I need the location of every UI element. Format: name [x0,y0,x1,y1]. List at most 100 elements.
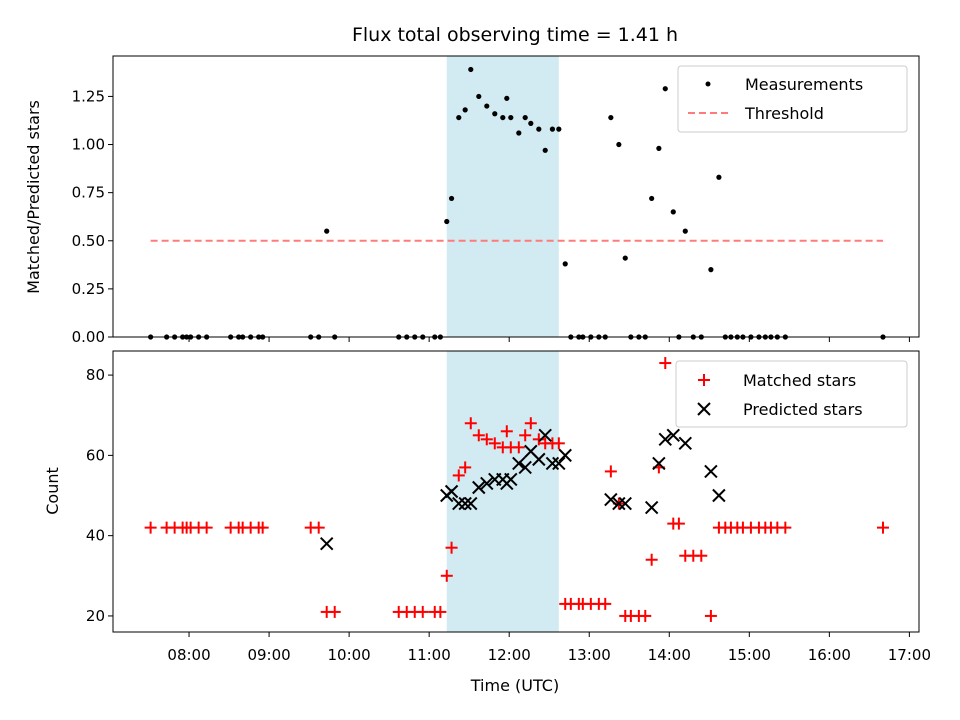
count-x-ticks: 08:00 09:00 10:00 11:00 12:00 13:00 14:00 15:00… [167,632,931,664]
ratio-axes-frame [112,55,920,338]
measurement-point [448,195,455,202]
y-tick-label: 40 [86,527,105,545]
measurement-point [549,126,556,132]
matched-star-point [552,437,565,450]
y-tick-label: 60 [86,446,105,464]
measurement-point [670,209,676,215]
count-legend: Matched stars Predicted stars [675,360,908,428]
measurement-point [516,130,522,136]
ratio-legend: Measurements Threshold [677,65,908,133]
x-axis-label: Time (UTC) [470,676,559,695]
matched-star-point [704,609,717,622]
x-tick-label: 17:00 [888,646,931,664]
matched-star-point [434,605,447,618]
predicted-star-point [480,476,494,491]
measurement-point [716,174,722,180]
x-tick-label: 09:00 [247,646,290,664]
x-tick-label: 14:00 [648,646,691,664]
measurement-point [649,195,655,202]
ratio-panel: 0.00 0.25 0.50 0.75 1.00 1.25 Matched/Predict… [24,55,920,346]
legend-matched-label: Matched stars [743,371,856,390]
matched-star-point [519,429,532,442]
predicted-star-point [652,456,666,471]
predicted-star-point [545,456,560,471]
measurement-point [616,141,622,148]
matched-star-point [445,541,458,554]
count-axes-frame [112,350,920,633]
matched-star-point [512,441,525,454]
predicted-star-point [678,436,692,451]
matched-star-point [200,521,213,534]
measurement-point [542,147,548,153]
matched-star-point [416,605,429,618]
legend-predicted-label: Predicted stars [743,400,863,419]
predicted-star-point [704,464,718,479]
y-tick-label: 1.25 [72,87,105,105]
measurement-point [562,261,568,267]
legend-measurements-marker [705,81,711,87]
matched-star-point [488,437,501,450]
measurement-point [556,126,562,132]
count-points [144,357,889,622]
matched-star-point [256,521,269,534]
matched-star-point [459,461,472,474]
measurement-point [492,111,498,117]
matched-star-point [500,425,513,438]
matched-star-point [452,469,465,482]
measurement-point [500,114,506,121]
ratio-y-axis-label: Matched/Predicted stars [24,100,43,294]
matched-star-point [532,433,545,446]
y-tick-label: 80 [86,366,105,384]
predicted-star-point [658,432,672,447]
predicted-star-point [532,452,546,467]
measurement-point [682,228,688,234]
legend-predicted-marker [697,402,711,416]
count-panel: 20 40 60 80 08:00 09:00 10:00 11:00 12:00 13:00 1… [43,350,931,695]
x-tick-label: 13:00 [568,646,611,664]
matched-star-point [659,357,672,370]
predicted-star-point [612,496,626,511]
x-tick-label: 12:00 [488,646,531,664]
predicted-star-point [604,492,618,507]
count-y-axis-label: Count [43,467,62,515]
predicted-star-point [504,472,518,487]
matched-star-point [604,465,617,478]
measurement-point [484,103,490,109]
matched-star-point [524,417,537,430]
measurement-point [622,255,628,261]
measurement-point [662,86,668,92]
predicted-star-point [512,456,526,471]
measurement-point [528,120,534,126]
measurement-point [508,114,514,121]
matched-star-point [639,609,652,622]
matched-star-point [599,597,612,610]
ratio-x-ticks [188,337,910,342]
matched-star-point [312,521,325,534]
y-tick-label: 20 [86,607,105,625]
predicted-star-point [444,484,459,499]
ratio-y-ticks: 0.00 0.25 0.50 0.75 1.00 1.25 [72,87,113,346]
matched-star-point [464,417,477,430]
matched-star-point [695,549,708,562]
y-tick-label: 0.75 [72,184,105,202]
x-tick-label: 10:00 [328,646,371,664]
x-tick-label: 16:00 [808,646,851,664]
measurement-point [708,267,714,273]
measurement-point [456,114,462,121]
measurement-point [656,145,662,151]
matched-star-point [672,517,685,530]
measurement-point [608,114,614,121]
predicted-star-point [319,536,334,551]
legend-threshold-label: Threshold [744,104,824,123]
y-tick-label: 1.00 [72,136,105,154]
predicted-star-point [472,480,486,495]
matched-star-point [440,569,453,582]
predicted-star-point [644,500,659,515]
figure-title: Flux total observing time = 1.41 h [352,24,678,46]
predicted-star-point [666,428,680,443]
matched-star-point [645,553,658,566]
matched-star-point [480,433,493,446]
y-tick-label: 0.00 [72,328,105,346]
predicted-star-point [452,496,466,511]
